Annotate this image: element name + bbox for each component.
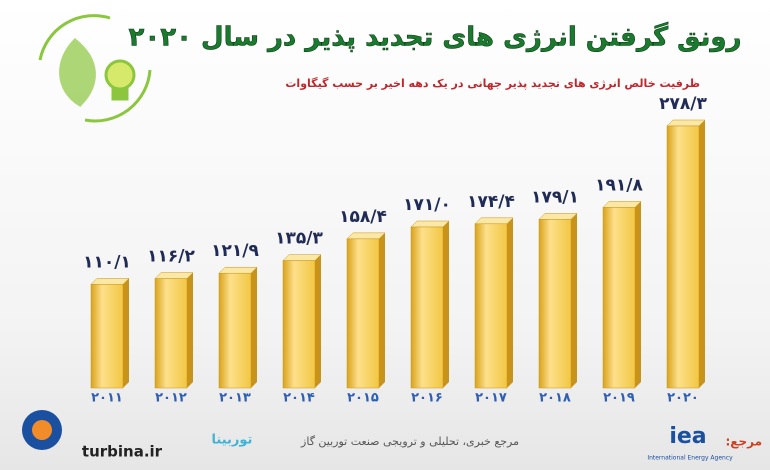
bar bbox=[474, 223, 508, 389]
eco-icon bbox=[38, 14, 152, 123]
bar-top bbox=[90, 278, 130, 285]
bar-top bbox=[474, 217, 514, 225]
bar bbox=[282, 260, 316, 389]
bar-side bbox=[315, 254, 321, 388]
iea-name: International Energy Agency bbox=[647, 455, 733, 462]
bar bbox=[154, 278, 188, 389]
bar-top bbox=[666, 119, 706, 127]
bar-side bbox=[187, 272, 193, 388]
bar bbox=[666, 125, 700, 389]
value-label: ۱۹۱/۸ bbox=[595, 175, 643, 195]
x-tick-label: ۲۰۱۷ bbox=[475, 391, 507, 406]
footer: مرجع: iea International Energy Agency مر… bbox=[22, 410, 762, 462]
value-label: ۱۵۸/۴ bbox=[339, 207, 387, 227]
x-tick-label: ۲۰۱۶ bbox=[411, 391, 443, 406]
bar-side bbox=[123, 278, 129, 388]
turbina-logo-core bbox=[32, 420, 52, 440]
bar-top bbox=[154, 272, 194, 279]
bar bbox=[346, 238, 380, 389]
bar-top bbox=[410, 220, 450, 228]
value-label: ۱۱۶/۲ bbox=[147, 247, 195, 267]
brand: توربینا bbox=[212, 433, 253, 448]
bar-side bbox=[699, 120, 705, 388]
bar-side bbox=[571, 213, 577, 388]
chart-title: رونق گرفتن انرژی های تجدید پذیر در سال ۲… bbox=[128, 22, 741, 53]
bar bbox=[90, 284, 124, 389]
publisher: مرجع خبری، تحلیلی و ترویجی صنعت توربین گ… bbox=[300, 435, 519, 448]
bar bbox=[538, 219, 572, 389]
value-label: ۱۷۹/۱ bbox=[531, 187, 579, 207]
value-label: ۱۱۰/۱ bbox=[83, 252, 131, 272]
value-label: ۱۲۱/۹ bbox=[211, 241, 259, 261]
value-label: ۱۷۱/۰ bbox=[403, 195, 451, 215]
bar bbox=[218, 272, 252, 389]
x-tick-label: ۲۰۱۲ bbox=[155, 391, 187, 406]
bar-side bbox=[379, 232, 385, 388]
source-label: مرجع: bbox=[725, 435, 762, 449]
bar-top bbox=[346, 232, 386, 240]
iea-logo: iea bbox=[669, 424, 706, 449]
bar-top bbox=[602, 201, 642, 208]
value-label: ۲۷۸/۳ bbox=[659, 94, 707, 114]
bar-side bbox=[251, 267, 257, 388]
bar-top bbox=[218, 266, 258, 274]
bar-side bbox=[443, 221, 449, 388]
bar-top bbox=[282, 254, 322, 261]
bar-side bbox=[507, 217, 513, 388]
bar-side bbox=[635, 201, 641, 388]
x-tick-label: ۲۰۱۹ bbox=[603, 391, 635, 406]
x-tick-label: ۲۰۱۱ bbox=[91, 391, 123, 406]
bar bbox=[602, 207, 636, 389]
value-label: ۱۳۵/۳ bbox=[275, 229, 323, 249]
chart-subtitle: ظرفیت خالص انرژی های تجدید پذیر جهانی در… bbox=[285, 77, 700, 90]
x-tick-label: ۲۰۲۰ bbox=[667, 391, 699, 406]
value-label: ۱۷۴/۴ bbox=[467, 192, 515, 212]
x-tick-label: ۲۰۱۸ bbox=[539, 391, 571, 406]
bar-top bbox=[538, 213, 578, 220]
x-tick-label: ۲۰۱۵ bbox=[347, 391, 379, 406]
bar bbox=[410, 226, 444, 389]
site: turbina.ir bbox=[82, 443, 163, 461]
x-tick-label: ۲۰۱۳ bbox=[219, 391, 251, 406]
x-tick-label: ۲۰۱۴ bbox=[283, 391, 315, 406]
